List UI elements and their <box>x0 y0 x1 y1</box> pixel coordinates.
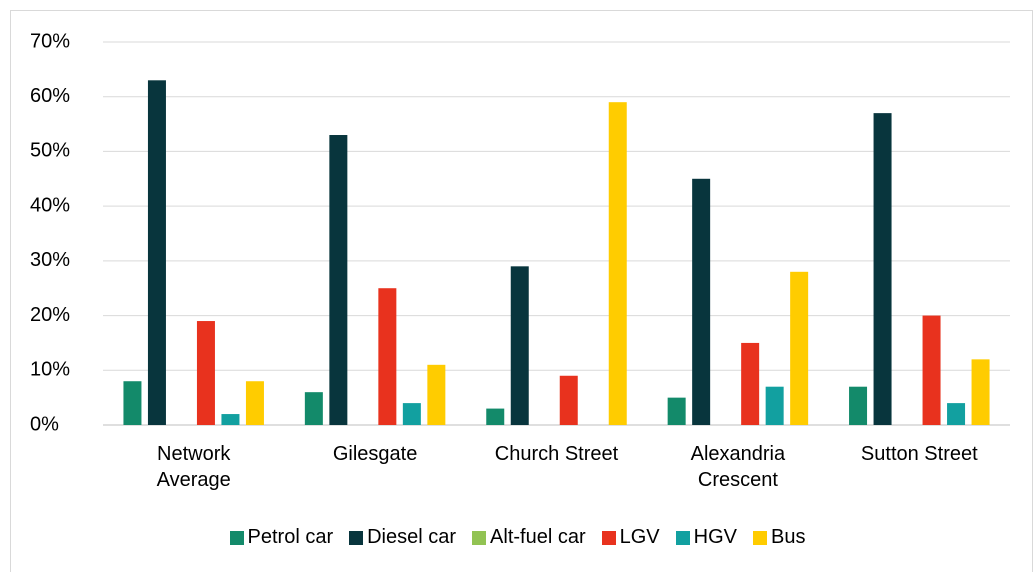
legend-label: Alt-fuel car <box>490 526 586 548</box>
legend-label: LGV <box>619 526 660 548</box>
bar <box>245 381 264 425</box>
legend-label: Petrol car <box>247 526 334 548</box>
legend-swatch <box>601 530 616 545</box>
bar <box>608 102 627 425</box>
bar <box>510 266 529 425</box>
x-tick-label: Church Street <box>494 443 619 465</box>
legend-swatch <box>753 530 767 545</box>
bar <box>402 403 421 425</box>
bar <box>667 397 686 425</box>
legend-label: Bus <box>771 526 806 548</box>
y-tick-label: 30% <box>30 249 70 271</box>
bar <box>304 392 323 425</box>
y-tick-label: 60% <box>30 85 70 107</box>
chart-frame <box>10 10 1033 572</box>
legend-label: Diesel car <box>367 526 457 548</box>
legend-item: Bus <box>753 526 805 549</box>
legend-swatch <box>229 530 244 545</box>
bar <box>559 375 578 425</box>
legend-swatch <box>472 530 487 545</box>
legend-item: Petrol car <box>229 526 334 549</box>
bar <box>486 408 505 425</box>
x-tick-label: Alexandria Crescent <box>690 443 786 491</box>
x-tick-label: Sutton Street <box>860 443 978 465</box>
bar <box>123 381 142 425</box>
y-tick-label: 50% <box>30 140 70 162</box>
bar <box>427 364 446 425</box>
legend-swatch <box>349 530 364 545</box>
bar <box>196 321 215 425</box>
legend: Petrol car Diesel car Alt-fuel car LGV HGV Bu… <box>0 526 1035 549</box>
y-tick-label: 20% <box>30 304 70 326</box>
bar <box>765 386 784 425</box>
bar <box>692 178 711 425</box>
y-tick-label: 0% <box>30 413 59 435</box>
legend-item: HGV <box>675 526 737 549</box>
bar <box>741 342 760 425</box>
legend-item: LGV <box>601 526 660 549</box>
bar <box>790 271 809 425</box>
bar <box>329 135 348 425</box>
bar <box>221 414 240 425</box>
bar <box>947 403 966 425</box>
bar <box>849 386 868 425</box>
legend-item: Alt-fuel car <box>472 526 586 549</box>
legend-label: HGV <box>693 526 737 548</box>
legend-swatch <box>675 530 690 545</box>
legend-item: Diesel car <box>349 526 456 549</box>
y-tick-label: 70% <box>30 30 70 52</box>
x-tick-label: Network Average <box>156 443 231 491</box>
bar <box>922 315 941 425</box>
bar <box>971 359 990 425</box>
y-tick-label: 10% <box>30 359 70 381</box>
y-tick-label: 40% <box>30 194 70 216</box>
x-tick-label: Gilesgate <box>332 443 418 465</box>
bar <box>378 288 397 425</box>
bar <box>147 80 166 426</box>
bar <box>873 113 892 425</box>
